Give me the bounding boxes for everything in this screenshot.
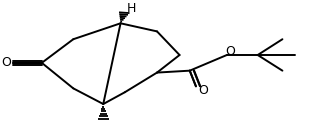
Text: O: O xyxy=(1,56,11,69)
Text: O: O xyxy=(199,84,208,97)
Text: O: O xyxy=(225,45,235,58)
Text: H: H xyxy=(126,2,136,15)
